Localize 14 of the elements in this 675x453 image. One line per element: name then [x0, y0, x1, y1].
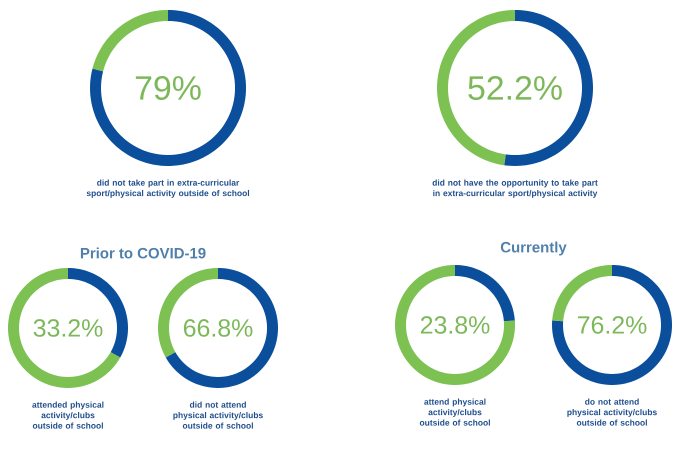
data-label: 23.8% — [420, 316, 490, 334]
text: did not have the opportunity to take part in extra-curricular sport/physical activity — [432, 179, 598, 198]
data-label: 76.2% — [578, 316, 646, 334]
text: do not attend physical activity/clubs outside of school — [567, 398, 657, 426]
data-label: 52.2% — [468, 76, 562, 100]
data-label: 79% — [136, 76, 201, 100]
chart-title: Currently — [500, 242, 567, 256]
text: attend physical activity/clubs outside of school — [420, 398, 490, 426]
text: did not attend physical activity/clubs outside of school — [173, 402, 263, 429]
chart-title: Prior to COVID-19 — [80, 247, 206, 258]
text: did not take part in extra-curricular sport/physical activity outside of school — [86, 179, 250, 198]
data-label: 33.2% — [34, 319, 102, 337]
text: attended physical activity/clubs outside of school — [32, 402, 104, 429]
data-label: 66.8% — [184, 319, 252, 337]
